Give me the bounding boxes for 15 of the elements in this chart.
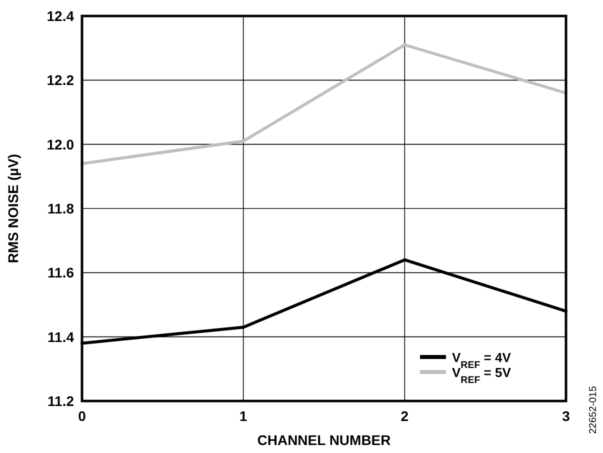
y-tick-label: 11.4 xyxy=(48,328,74,345)
y-tick-label: 12.0 xyxy=(46,136,74,152)
y-axis-title: RMS NOISE (µV) xyxy=(5,154,21,264)
x-tick-label: 2 xyxy=(400,408,409,424)
y-tick-label: 11.8 xyxy=(48,200,74,216)
y-tick-label: 11.2 xyxy=(48,393,74,409)
y-tick-label: 11.6 xyxy=(48,264,74,281)
line-series xyxy=(80,43,568,166)
x-tick-label: 3 xyxy=(562,408,570,424)
x-tick-label: 0 xyxy=(78,408,86,424)
y-tick-label: 12.2 xyxy=(46,72,74,88)
text: 22652-015 xyxy=(588,386,599,434)
x-axis-title: CHANNEL NUMBER xyxy=(257,432,391,448)
x-tick-label: 1 xyxy=(239,408,248,424)
y-tick-label: 12.4 xyxy=(46,8,74,24)
